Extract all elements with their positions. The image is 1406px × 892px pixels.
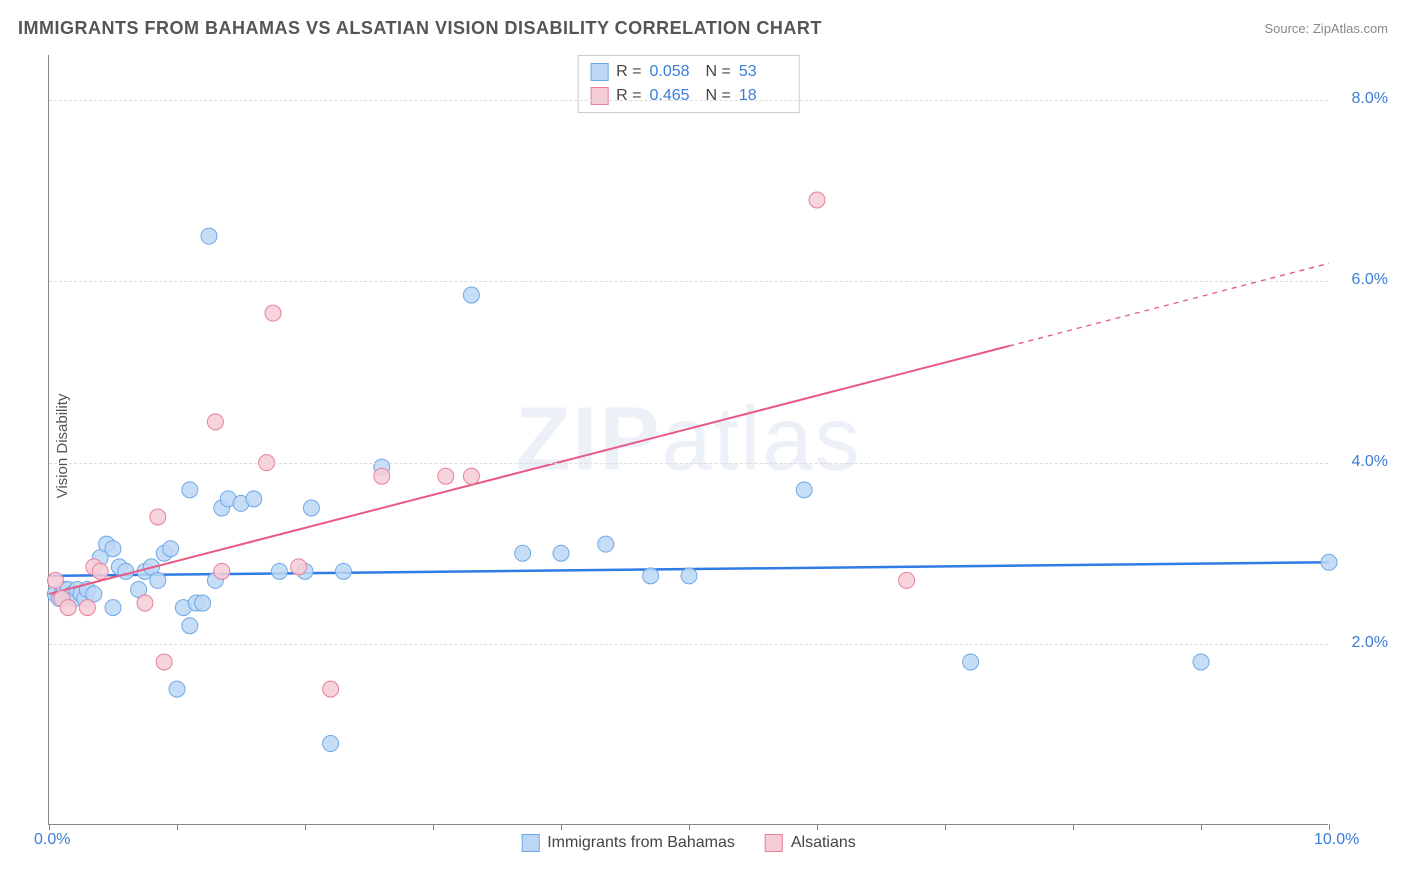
header: IMMIGRANTS FROM BAHAMAS VS ALSATIAN VISI… bbox=[18, 18, 1388, 39]
data-point bbox=[643, 568, 659, 584]
data-point bbox=[118, 563, 134, 579]
data-point bbox=[963, 654, 979, 670]
r-label: R = bbox=[616, 84, 641, 108]
stats-legend: R = 0.058 N = 53 R = 0.465 N = 18 bbox=[577, 55, 800, 113]
r-value: 0.058 bbox=[650, 60, 698, 84]
legend-item: Immigrants from Bahamas bbox=[521, 834, 735, 852]
legend-label: Alsatians bbox=[791, 834, 856, 852]
data-point bbox=[60, 600, 76, 616]
data-point bbox=[150, 509, 166, 525]
x-tick bbox=[945, 824, 946, 830]
x-tick bbox=[1329, 824, 1330, 830]
data-point bbox=[169, 681, 185, 697]
series-legend: Immigrants from Bahamas Alsatians bbox=[521, 834, 856, 852]
x-tick bbox=[1201, 824, 1202, 830]
data-point bbox=[79, 600, 95, 616]
data-point bbox=[899, 572, 915, 588]
data-point bbox=[182, 618, 198, 634]
legend-item: Alsatians bbox=[765, 834, 856, 852]
grid-line bbox=[49, 281, 1328, 282]
x-tick bbox=[49, 824, 50, 830]
data-point bbox=[195, 595, 211, 611]
data-point bbox=[374, 468, 390, 484]
y-tick-label: 6.0% bbox=[1352, 271, 1388, 289]
data-point bbox=[150, 572, 166, 588]
x-tick bbox=[561, 824, 562, 830]
data-point bbox=[1193, 654, 1209, 670]
n-value: 53 bbox=[739, 60, 787, 84]
data-point bbox=[207, 414, 223, 430]
y-tick-label: 4.0% bbox=[1352, 453, 1388, 471]
grid-line bbox=[49, 463, 1328, 464]
x-tick bbox=[177, 824, 178, 830]
stats-row: R = 0.058 N = 53 bbox=[590, 60, 787, 84]
swatch-icon bbox=[590, 63, 608, 81]
legend-label: Immigrants from Bahamas bbox=[547, 834, 735, 852]
data-point bbox=[515, 545, 531, 561]
source-label: Source: ZipAtlas.com bbox=[1264, 21, 1388, 36]
data-point bbox=[681, 568, 697, 584]
data-point bbox=[92, 563, 108, 579]
y-tick-label: 8.0% bbox=[1352, 90, 1388, 108]
data-point bbox=[553, 545, 569, 561]
data-point bbox=[335, 563, 351, 579]
y-tick-label: 2.0% bbox=[1352, 634, 1388, 652]
data-point bbox=[47, 572, 63, 588]
x-tick bbox=[305, 824, 306, 830]
data-point bbox=[598, 536, 614, 552]
n-label: N = bbox=[706, 84, 731, 108]
swatch-icon bbox=[765, 834, 783, 852]
swatch-icon bbox=[521, 834, 539, 852]
data-point bbox=[271, 563, 287, 579]
data-point bbox=[201, 228, 217, 244]
x-tick bbox=[433, 824, 434, 830]
grid-line bbox=[49, 100, 1328, 101]
data-point bbox=[809, 192, 825, 208]
data-point bbox=[323, 735, 339, 751]
x-tick-label: 10.0% bbox=[1314, 831, 1359, 849]
data-point bbox=[105, 600, 121, 616]
trend-line-dashed bbox=[1009, 263, 1329, 346]
x-tick-label: 0.0% bbox=[34, 831, 70, 849]
data-point bbox=[323, 681, 339, 697]
x-tick bbox=[689, 824, 690, 830]
data-point bbox=[182, 482, 198, 498]
chart-title: IMMIGRANTS FROM BAHAMAS VS ALSATIAN VISI… bbox=[18, 18, 822, 39]
data-point bbox=[463, 287, 479, 303]
stats-row: R = 0.465 N = 18 bbox=[590, 84, 787, 108]
r-label: R = bbox=[616, 60, 641, 84]
x-tick bbox=[817, 824, 818, 830]
data-point bbox=[214, 563, 230, 579]
data-point bbox=[137, 595, 153, 611]
plot-area: ZIPatlas R =0.058N =53R =0.465N =18 Immi… bbox=[48, 55, 1328, 825]
r-value: 0.465 bbox=[650, 84, 698, 108]
data-point bbox=[463, 468, 479, 484]
data-point bbox=[265, 305, 281, 321]
n-label: N = bbox=[706, 60, 731, 84]
data-point bbox=[796, 482, 812, 498]
data-point bbox=[105, 541, 121, 557]
data-point bbox=[303, 500, 319, 516]
x-tick bbox=[1073, 824, 1074, 830]
grid-line bbox=[49, 644, 1328, 645]
data-point bbox=[246, 491, 262, 507]
data-point bbox=[438, 468, 454, 484]
data-point bbox=[156, 654, 172, 670]
swatch-icon bbox=[590, 87, 608, 105]
data-point bbox=[163, 541, 179, 557]
data-point bbox=[291, 559, 307, 575]
n-value: 18 bbox=[739, 84, 787, 108]
data-point bbox=[1321, 554, 1337, 570]
chart-svg bbox=[49, 55, 1328, 824]
